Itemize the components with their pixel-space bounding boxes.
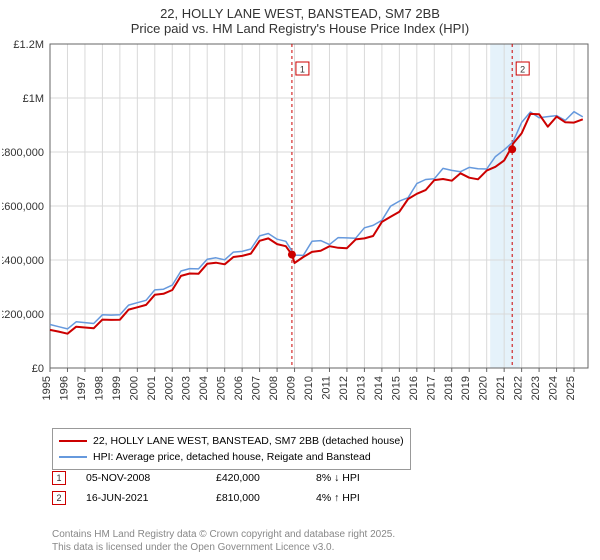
legend: 22, HOLLY LANE WEST, BANSTEAD, SM7 2BB (…: [52, 428, 411, 470]
svg-text:1995: 1995: [41, 376, 53, 400]
svg-text:1998: 1998: [93, 376, 105, 400]
svg-text:2017: 2017: [425, 376, 437, 400]
svg-text:2000: 2000: [128, 376, 140, 400]
sale-delta-2: 4% ↑ HPI: [316, 492, 416, 504]
svg-text:2010: 2010: [303, 376, 315, 400]
svg-text:2009: 2009: [286, 376, 298, 400]
legend-row-hpi: HPI: Average price, detached house, Reig…: [59, 449, 404, 465]
chart-svg: £0 £200,000 £400,000 £600,000 £800,000 £1M £1.…: [2, 40, 592, 420]
svg-text:2015: 2015: [390, 376, 402, 400]
svg-text:2007: 2007: [251, 376, 263, 400]
svg-text:£400,000: £400,000: [2, 255, 44, 267]
svg-text:2016: 2016: [408, 376, 420, 400]
svg-text:2005: 2005: [216, 376, 228, 400]
legend-label-subject: 22, HOLLY LANE WEST, BANSTEAD, SM7 2BB (…: [93, 435, 404, 447]
svg-text:2004: 2004: [198, 376, 210, 400]
svg-text:£800,000: £800,000: [2, 147, 44, 159]
chart-container: 22, HOLLY LANE WEST, BANSTEAD, SM7 2BB P…: [0, 0, 600, 560]
svg-text:£1.2M: £1.2M: [13, 40, 44, 51]
svg-text:2022: 2022: [513, 376, 525, 400]
sale-price-1: £420,000: [216, 472, 316, 484]
svg-text:2006: 2006: [233, 376, 245, 400]
svg-text:1996: 1996: [58, 376, 70, 400]
svg-text:2013: 2013: [355, 376, 367, 400]
svg-text:1999: 1999: [111, 376, 123, 400]
svg-text:2025: 2025: [565, 376, 577, 400]
svg-text:1: 1: [300, 65, 305, 75]
legend-swatch-subject: [59, 440, 87, 442]
sale-date-2: 16-JUN-2021: [86, 492, 216, 504]
svg-text:£600,000: £600,000: [2, 201, 44, 213]
svg-text:2018: 2018: [443, 376, 455, 400]
sales-row-1: 1 05-NOV-2008 £420,000 8% ↓ HPI: [52, 468, 416, 488]
legend-row-subject: 22, HOLLY LANE WEST, BANSTEAD, SM7 2BB (…: [59, 433, 404, 449]
svg-text:£200,000: £200,000: [2, 309, 44, 321]
svg-text:2008: 2008: [268, 376, 280, 400]
svg-text:2001: 2001: [146, 376, 158, 400]
svg-text:1997: 1997: [76, 376, 88, 400]
footer-line1: Contains HM Land Registry data © Crown c…: [52, 528, 395, 541]
legend-swatch-hpi: [59, 456, 87, 458]
legend-label-hpi: HPI: Average price, detached house, Reig…: [93, 451, 371, 463]
title-line2: Price paid vs. HM Land Registry's House …: [0, 21, 600, 40]
sale-date-1: 05-NOV-2008: [86, 472, 216, 484]
svg-text:£0: £0: [32, 363, 44, 375]
svg-text:2014: 2014: [373, 376, 385, 400]
svg-text:£1M: £1M: [23, 93, 44, 105]
footer-line2: This data is licensed under the Open Gov…: [52, 541, 395, 554]
svg-text:2012: 2012: [338, 376, 350, 400]
svg-text:2021: 2021: [495, 376, 507, 400]
svg-text:2011: 2011: [320, 376, 332, 400]
sale-marker-1: 1: [52, 471, 66, 485]
svg-text:2003: 2003: [181, 376, 193, 400]
svg-text:2020: 2020: [478, 376, 490, 400]
svg-text:2023: 2023: [530, 376, 542, 400]
svg-text:2024: 2024: [548, 376, 560, 400]
sale-marker-2: 2: [52, 491, 66, 505]
sales-row-2: 2 16-JUN-2021 £810,000 4% ↑ HPI: [52, 488, 416, 508]
svg-text:2: 2: [520, 65, 525, 75]
chart-area: £0 £200,000 £400,000 £600,000 £800,000 £1M £1.…: [2, 40, 592, 420]
sales-table: 1 05-NOV-2008 £420,000 8% ↓ HPI 2 16-JUN…: [52, 468, 416, 508]
footer: Contains HM Land Registry data © Crown c…: [52, 528, 395, 554]
title-line1: 22, HOLLY LANE WEST, BANSTEAD, SM7 2BB: [0, 0, 600, 21]
svg-text:2019: 2019: [460, 376, 472, 400]
svg-text:2002: 2002: [163, 376, 175, 400]
sale-price-2: £810,000: [216, 492, 316, 504]
sale-delta-1: 8% ↓ HPI: [316, 472, 416, 484]
